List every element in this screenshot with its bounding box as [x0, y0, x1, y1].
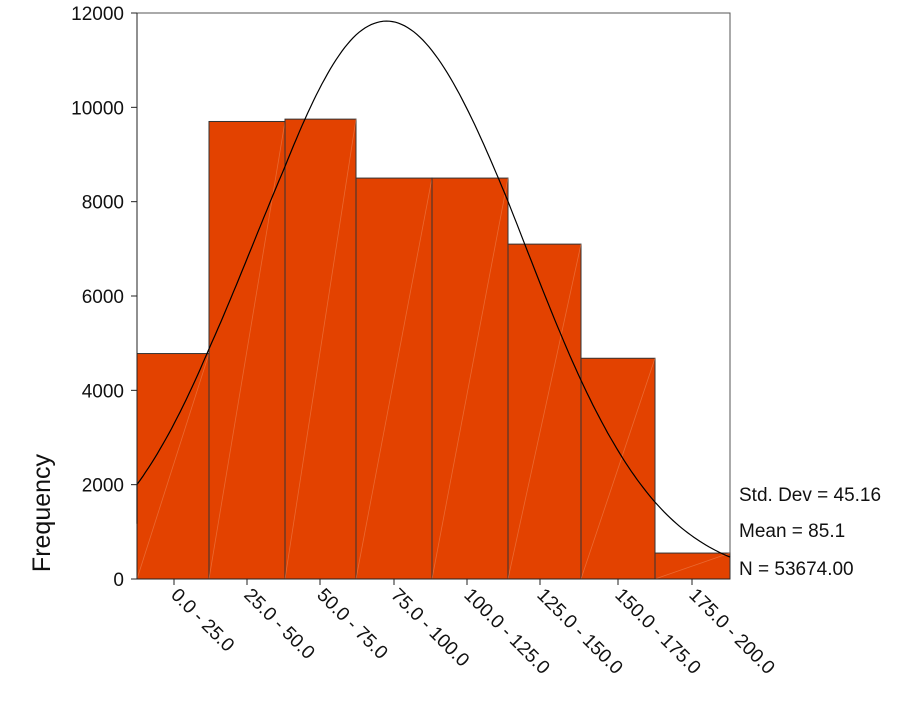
- bar-sheen-line: [355, 178, 433, 580]
- y-tick-label: 0: [113, 570, 124, 591]
- y-tick-label: 6000: [82, 287, 124, 308]
- bar-sheen-line: [136, 353, 210, 580]
- y-axis-title: Frequency: [28, 453, 56, 572]
- y-tick-label: 10000: [71, 98, 124, 119]
- bar-sheen-line: [284, 119, 357, 580]
- bar-sheen-line: [580, 358, 656, 580]
- bar-sheen-line: [431, 178, 509, 580]
- x-tick-label: 25.0 - 50.0: [239, 585, 318, 664]
- stat-std-dev: Std. Dev = 45.16: [739, 485, 881, 506]
- y-tick-label: 2000: [82, 476, 124, 497]
- stat-mean: Mean = 85.1: [739, 521, 845, 542]
- y-tick-label: 4000: [82, 381, 124, 402]
- bar-sheen-line: [507, 244, 582, 580]
- x-tick-label: 50.0 - 75.0: [312, 585, 391, 664]
- normal-curve: [136, 20, 731, 558]
- bars-group: [136, 118, 731, 580]
- y-ticks-group: 0 2000 4000 6000 8000 10000 12000: [71, 4, 137, 591]
- stat-n: N = 53674.00: [739, 559, 854, 580]
- x-ticks-group: 0.0 - 25.0 25.0 - 50.050.0 - 75.075.0 - 1…: [166, 579, 778, 679]
- y-tick-label: 12000: [71, 4, 124, 25]
- y-tick-label: 8000: [82, 193, 124, 214]
- x-tick-label: 0.0 - 25.0: [166, 585, 238, 657]
- bar-sheen-line: [654, 552, 731, 580]
